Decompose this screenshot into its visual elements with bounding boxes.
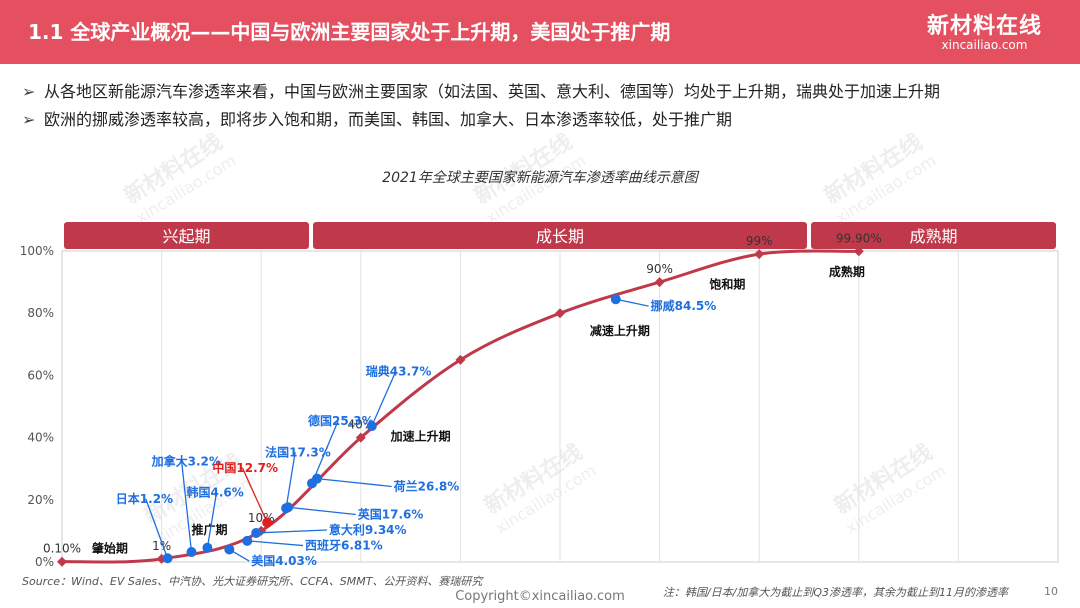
stage-label: 加速上升期: [390, 429, 451, 444]
curve-marker: [555, 308, 565, 319]
y-tick-label: 0%: [35, 555, 54, 569]
leader-line: [316, 478, 392, 488]
logo-cn: 新材料在线: [926, 14, 1042, 39]
arrow-bullet-icon: ➢: [22, 110, 36, 129]
stage-label: 推广期: [191, 522, 227, 537]
country-point: [251, 527, 262, 538]
leader-line: [247, 540, 304, 547]
country-label: 英国17.6%: [358, 506, 424, 521]
country-point: [366, 421, 377, 432]
logo-en: xincailiao.com: [941, 38, 1028, 52]
phase-bar: [811, 222, 1056, 249]
leader-line: [180, 461, 193, 553]
country-label: 挪威84.5%: [651, 298, 717, 313]
y-tick-label: 40%: [27, 431, 54, 445]
stage-label: 饱和期: [709, 276, 745, 291]
country-label: 法国17.3%: [265, 444, 331, 459]
brand-logo: 新材料在线 xincailiao.com: [927, 8, 1042, 52]
curve-value-label: 1%: [152, 539, 171, 553]
bullet-list: ➢ 从各地区新能源汽车渗透率来看，中国与欧洲主要国家（如法国、英国、意大利、德国等…: [22, 78, 940, 134]
leader-line: [371, 371, 397, 427]
leader-line: [285, 452, 296, 509]
phase-bar: [313, 222, 807, 249]
curve-marker: [57, 556, 67, 567]
phase-label: 兴起期: [162, 227, 210, 246]
country-label: 意大利9.34%: [329, 522, 407, 537]
country-label: 中国12.7%: [212, 460, 278, 475]
source-note: Source：Wind、EV Sales、中汽协、光大证券研究所、CCFA、SM…: [22, 575, 483, 588]
country-label: 德国25.3%: [308, 413, 374, 428]
y-tick-label: 80%: [27, 306, 54, 320]
curve-marker: [455, 354, 466, 365]
leader-line: [241, 467, 268, 523]
y-tick-label: 100%: [20, 244, 54, 258]
curve-marker: [355, 432, 366, 443]
country-point: [186, 547, 197, 558]
chart-title: 2021年全球主要国家新能源汽车渗透率曲线示意图: [382, 170, 698, 186]
leader-line: [615, 298, 649, 307]
phase-label: 成长期: [536, 227, 584, 246]
y-tick-label: 60%: [27, 368, 54, 382]
page-title: 1.1 全球产业概况——中国与欧洲主要国家处于上升期，美国处于推广期: [28, 20, 671, 44]
curve-value-label: 99%: [746, 234, 773, 248]
country-point: [162, 553, 173, 564]
curve-marker: [654, 277, 665, 288]
curve-value-label: 0.10%: [43, 542, 81, 556]
country-point: [202, 542, 213, 553]
stage-label: 成熟期: [829, 264, 865, 279]
curve-marker: [754, 249, 765, 260]
country-point: [610, 294, 621, 305]
curve-value-label: 99.90%: [836, 231, 882, 245]
y-tick-label: 20%: [27, 493, 54, 507]
curve-marker: [853, 246, 864, 257]
leader-line: [145, 498, 169, 559]
country-point: [242, 535, 253, 546]
country-label: 美国4.03%: [251, 553, 317, 568]
bullet-text: 欧洲的挪威渗透率较高，即将步入饱和期，而美国、韩国、加拿大、日本渗透率较低，处于…: [44, 110, 733, 129]
leader-line: [206, 492, 218, 548]
leader-line: [311, 420, 339, 484]
country-point: [262, 517, 273, 528]
stage-label: 肇始期: [92, 541, 128, 556]
country-label: 荷兰26.8%: [393, 478, 460, 493]
curve-value-label: 90%: [646, 262, 673, 276]
country-label: 瑞典43.7%: [366, 363, 432, 378]
country-label: 西班牙6.81%: [305, 538, 383, 553]
page-number: 10: [1044, 585, 1058, 598]
title-bar: 1.1 全球产业概况——中国与欧洲主要国家处于上升期，美国处于推广期 新材料在线…: [0, 0, 1080, 64]
country-point: [224, 544, 235, 555]
phase-label: 成熟期: [909, 227, 957, 246]
bullet-text: 从各地区新能源汽车渗透率来看，中国与欧洲主要国家（如法国、英国、意大利、德国等）…: [44, 82, 941, 101]
phase-bar: [64, 222, 309, 249]
country-label: 日本1.2%: [116, 491, 173, 506]
leader-line: [256, 529, 327, 534]
bullet-item: ➢ 欧洲的挪威渗透率较高，即将步入饱和期，而美国、韩国、加拿大、日本渗透率较低，处…: [22, 106, 940, 134]
arrow-bullet-icon: ➢: [22, 82, 36, 101]
stage-label: 减速上升期: [590, 323, 650, 338]
country-label: 韩国4.6%: [187, 485, 244, 500]
country-point: [311, 473, 322, 484]
copyright: Copyright©xincailiao.com: [455, 589, 625, 604]
bullet-item: ➢ 从各地区新能源汽车渗透率来看，中国与欧洲主要国家（如法国、英国、意大利、德国等…: [22, 78, 940, 106]
leader-line: [288, 506, 356, 516]
country-label: 加拿大3.2%: [151, 454, 221, 469]
country-point: [283, 502, 294, 513]
footnote: 注：韩国/日本/加拿大为截止到Q3渗透率，其余为截止到11月的渗透率: [662, 586, 1008, 599]
